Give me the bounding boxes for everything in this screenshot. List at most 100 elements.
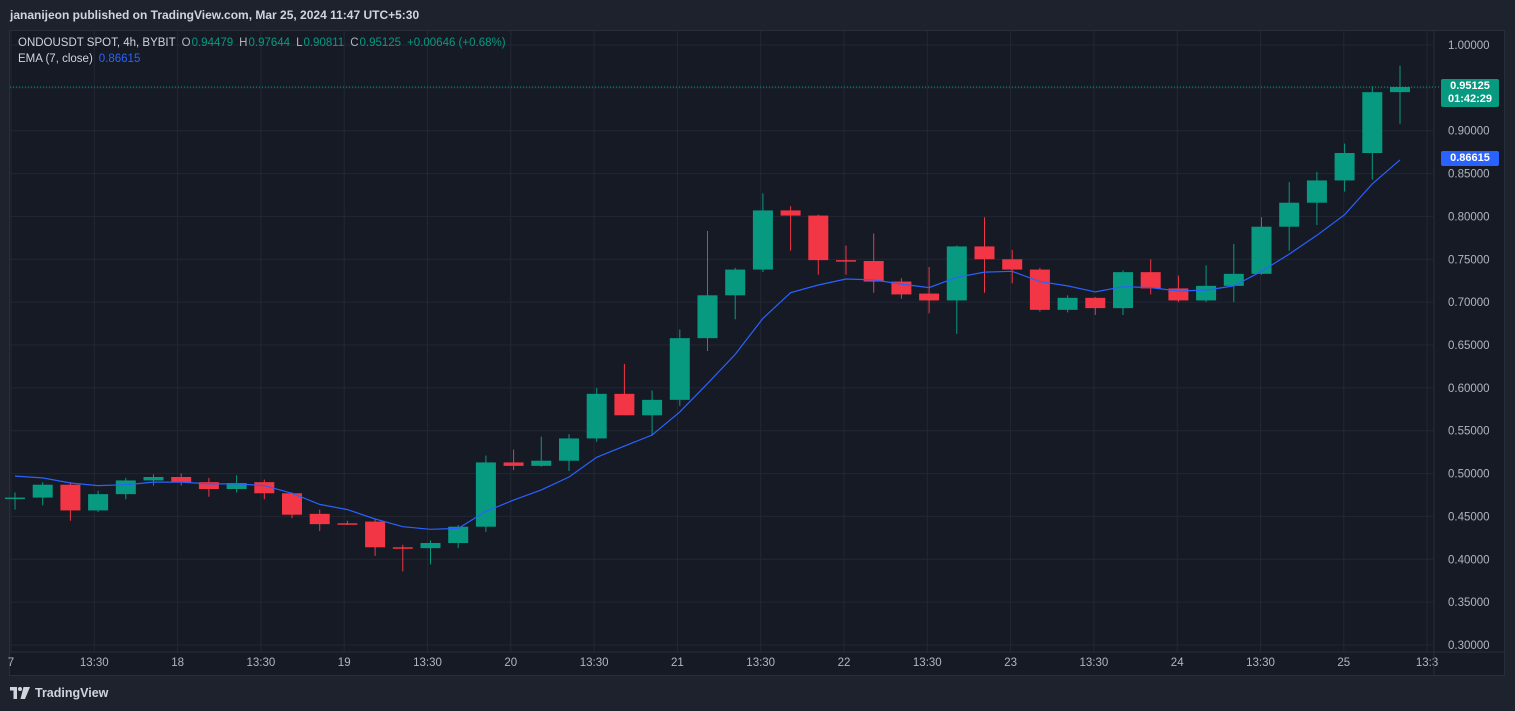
x-tick-label: 7 bbox=[8, 657, 14, 669]
candle-body bbox=[1029, 269, 1050, 310]
candle-body bbox=[254, 482, 275, 494]
publisher-header: jananijeon published on TradingView.com,… bbox=[10, 6, 419, 24]
candle-body bbox=[1362, 92, 1383, 153]
candle-body bbox=[1196, 285, 1217, 301]
x-tick-label: 22 bbox=[838, 657, 851, 669]
y-tick-label: 1.00000 bbox=[1448, 40, 1490, 52]
low-label: L bbox=[296, 37, 303, 49]
candle-countdown: 01:42:29 bbox=[1447, 93, 1493, 105]
x-tick-label: 25 bbox=[1337, 657, 1350, 669]
candle-body bbox=[1251, 226, 1272, 274]
candle-body bbox=[586, 393, 607, 439]
y-tick-label: 0.40000 bbox=[1448, 554, 1490, 566]
candle-body bbox=[1334, 153, 1355, 181]
candle-body bbox=[974, 246, 995, 260]
ohlc-row: ONDOUSDT SPOT, 4h, BYBIT O 0.94479 H 0.9… bbox=[18, 35, 512, 51]
candle-body bbox=[88, 494, 109, 511]
candle-body bbox=[309, 513, 330, 525]
y-tick-label: 0.55000 bbox=[1448, 426, 1490, 438]
candle-body bbox=[32, 484, 53, 498]
candle-body bbox=[863, 261, 884, 282]
x-tick-label: 13:30 bbox=[413, 657, 442, 669]
y-tick-label: 0.85000 bbox=[1448, 169, 1490, 181]
ema-line bbox=[14, 159, 1401, 530]
candle-body bbox=[919, 293, 940, 301]
candle-body bbox=[780, 210, 801, 216]
candle-body bbox=[1002, 259, 1023, 270]
y-tick-label: 0.45000 bbox=[1448, 511, 1490, 523]
y-tick-label: 0.30000 bbox=[1448, 640, 1490, 652]
candle-body bbox=[531, 460, 552, 466]
x-tick-label: 13:30 bbox=[580, 657, 609, 669]
x-tick-label: 13:30 bbox=[746, 657, 775, 669]
candle-body bbox=[725, 269, 746, 296]
candle-body bbox=[946, 246, 967, 301]
footer-brand[interactable]: TradingView bbox=[10, 684, 108, 702]
symbol-label[interactable]: ONDOUSDT SPOT, 4h, BYBIT bbox=[18, 37, 176, 49]
candle-body bbox=[171, 477, 192, 483]
candle-body bbox=[1113, 272, 1133, 309]
chart-panel[interactable] bbox=[9, 30, 1505, 676]
candle-body bbox=[669, 338, 690, 400]
candle-body bbox=[365, 521, 386, 548]
y-tick-label: 0.80000 bbox=[1448, 211, 1490, 223]
ema-price-value: 0.86615 bbox=[1450, 152, 1490, 164]
candle-body bbox=[115, 480, 136, 495]
last-price-value: 0.95125 bbox=[1450, 80, 1490, 92]
candle-body bbox=[1140, 272, 1161, 289]
open-value: 0.94479 bbox=[191, 37, 234, 49]
low-value: 0.90811 bbox=[303, 37, 345, 49]
x-tick-label: 18 bbox=[171, 657, 184, 669]
candle-body bbox=[448, 526, 469, 543]
tradingview-logo-icon bbox=[10, 687, 30, 699]
y-tick-label: 0.70000 bbox=[1448, 297, 1490, 309]
x-tick-label: 13:30 bbox=[247, 657, 276, 669]
x-tick-label: 13:30 bbox=[1080, 657, 1109, 669]
y-tick-label: 0.50000 bbox=[1448, 469, 1490, 481]
y-tick-label: 0.65000 bbox=[1448, 340, 1490, 352]
x-tick-label: 13:30 bbox=[80, 657, 109, 669]
candle-body bbox=[420, 543, 441, 549]
candle-body bbox=[752, 210, 773, 270]
candle-body bbox=[836, 260, 856, 262]
ema-price-tag: 0.86615 bbox=[1441, 151, 1499, 166]
close-value: 0.95125 bbox=[359, 37, 402, 49]
y-tick-label: 0.75000 bbox=[1448, 254, 1490, 266]
change-value: +0.00646 (+0.68%) bbox=[407, 37, 506, 49]
candle-body bbox=[1390, 87, 1410, 93]
open-label: O bbox=[181, 37, 191, 49]
x-tick-label: 19 bbox=[338, 657, 351, 669]
brand-name: TradingView bbox=[35, 686, 109, 700]
candle-body bbox=[143, 477, 164, 481]
candle-body bbox=[1306, 180, 1327, 203]
x-tick-label: 13:30 bbox=[1246, 657, 1275, 669]
candle-body bbox=[392, 547, 413, 549]
candle-body bbox=[642, 399, 663, 416]
y-tick-label: 0.35000 bbox=[1448, 597, 1490, 609]
last-price-tag: 0.95125 01:42:29 bbox=[1441, 79, 1499, 107]
candle-body bbox=[808, 215, 829, 261]
candle-body bbox=[198, 482, 219, 489]
x-tick-label: 21 bbox=[671, 657, 684, 669]
candle-body bbox=[1057, 297, 1078, 310]
ema-row: EMA (7, close) 0.86615 bbox=[18, 51, 512, 67]
candle-body bbox=[337, 523, 358, 525]
candle-body bbox=[282, 493, 302, 515]
y-tick-label: 0.90000 bbox=[1448, 126, 1490, 138]
ema-label[interactable]: EMA (7, close) bbox=[18, 53, 93, 65]
candle-body bbox=[559, 438, 579, 461]
y-tick-label: 0.60000 bbox=[1448, 383, 1490, 395]
chart-legend: ONDOUSDT SPOT, 4h, BYBIT O 0.94479 H 0.9… bbox=[18, 35, 512, 67]
candle-body bbox=[697, 295, 718, 339]
candle-body bbox=[60, 484, 81, 511]
published-text: jananijeon published on TradingView.com,… bbox=[10, 8, 420, 22]
high-value: 0.97644 bbox=[248, 37, 291, 49]
candle-body bbox=[5, 497, 25, 500]
close-label: C bbox=[350, 37, 359, 49]
candle-body bbox=[1223, 273, 1244, 286]
high-label: H bbox=[239, 37, 248, 49]
candle-body bbox=[1085, 297, 1106, 309]
ema-value: 0.86615 bbox=[98, 53, 141, 65]
x-tick-label: 20 bbox=[504, 657, 517, 669]
